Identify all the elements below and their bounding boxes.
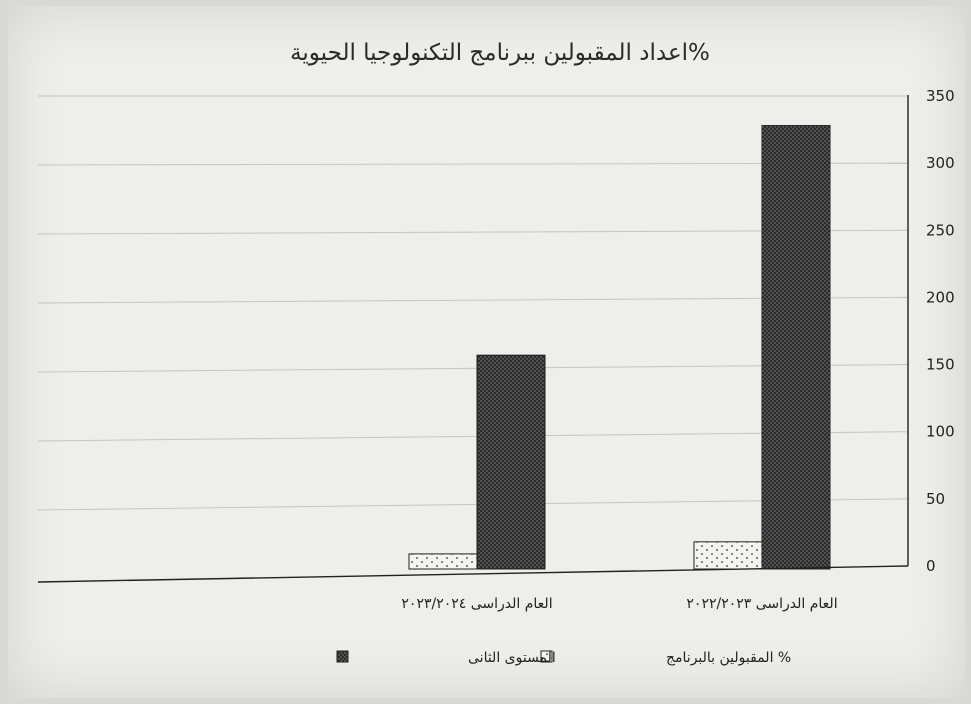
x-axis-labels: العام الدراسى ٢٠٢٢/٢٠٢٣ العام الدراسى ٢٠٢… <box>401 596 837 612</box>
y-tick-label: 350 <box>926 87 955 105</box>
y-tick-label: 300 <box>926 154 955 172</box>
legend: % المقبولين بالبرنامج المستوى الثانى <box>336 650 791 666</box>
legend-swatch-percent-accepted <box>540 650 553 663</box>
legend-label-second-level: المستوى الثانى <box>468 650 556 666</box>
y-tick-label: 0 <box>926 557 936 575</box>
y-tick-label: 250 <box>926 221 955 239</box>
y-axis-ticks: 0 50 100 150 200 250 300 350 <box>926 87 955 575</box>
x-category-label: العام الدراسى ٢٠٢٢/٢٠٢٣ <box>686 596 837 612</box>
x-axis-line <box>37 565 909 583</box>
chart-title: %اعداد المقبولين ببرنامج التكنولوجيا الح… <box>290 40 710 66</box>
y-tick-label: 150 <box>926 356 955 374</box>
y-tick-label: 50 <box>926 490 945 508</box>
bar-second-level-1 <box>476 354 546 570</box>
legend-label-percent-accepted: % المقبولين بالبرنامج <box>666 650 791 666</box>
x-category-label: العام الدراسى ٢٠٢٣/٢٠٢٤ <box>401 596 552 612</box>
legend-swatch-second-level <box>336 650 349 663</box>
bar-second-level-0 <box>761 125 831 570</box>
bar-percent-accepted-0 <box>693 541 763 570</box>
y-tick-label: 100 <box>926 423 955 441</box>
bars <box>408 125 831 570</box>
bar-percent-accepted-1 <box>408 553 478 570</box>
y-tick-label: 200 <box>926 288 955 306</box>
